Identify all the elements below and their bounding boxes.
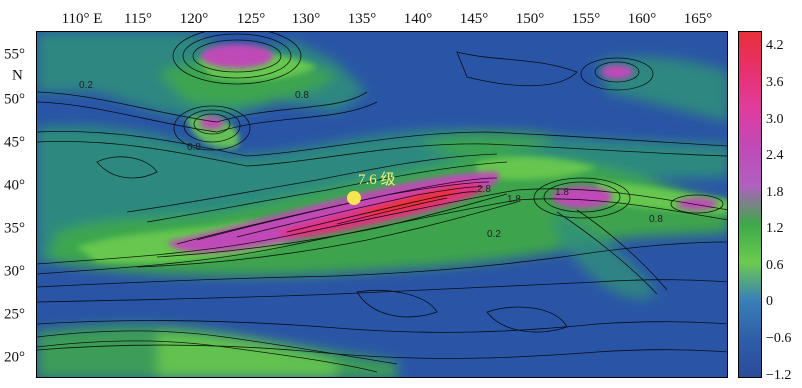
lon-label-115: 115° (124, 11, 152, 27)
contour-label: 1.8 (555, 187, 569, 198)
colorbar-tick-neg1.2: −1.2 (766, 368, 792, 383)
lat-label-50: 50° (4, 91, 25, 108)
lon-label-130: 130° (291, 11, 321, 27)
contour-map: 0.2 0.8 1.8 2.8 0.8 0.2 1.8 0.8 (36, 31, 728, 378)
lon-label-145: 145° (459, 11, 489, 27)
colorbar-gradient (739, 32, 761, 377)
lat-label-25: 25° (4, 306, 25, 323)
lat-label-45: 45° (4, 134, 25, 151)
contour-label: 0.2 (79, 80, 93, 91)
contour-value-labels: 0.2 0.8 1.8 2.8 0.8 0.2 1.8 0.8 (79, 80, 663, 240)
colorbar-tick-4.2: 4.2 (766, 38, 784, 53)
lon-label-120: 120° (179, 11, 209, 27)
contour-label: 2.8 (477, 184, 491, 195)
epicenter-label: 7.6 级 (358, 172, 396, 188)
contour-label: 1.8 (507, 194, 521, 205)
lat-label-35: 35° (4, 220, 25, 237)
contour-label: 0.2 (487, 229, 501, 240)
colorbar-tick-1.8: 1.8 (766, 185, 784, 200)
lon-label-110: 110° E (61, 11, 103, 27)
colorbar (738, 31, 762, 378)
colorbar-tick-3.0: 3.0 (766, 112, 784, 127)
contour-lines (37, 32, 727, 373)
lon-label-125: 125° (236, 11, 266, 27)
lat-label-30: 30° (4, 263, 25, 280)
lat-label-20: 20° (4, 349, 25, 366)
lon-label-155: 155° (571, 11, 601, 27)
lon-label-150: 150° (515, 11, 545, 27)
lat-label-55: 55° (4, 46, 25, 63)
colorbar-tick-3.6: 3.6 (766, 75, 784, 90)
lon-label-160: 160° (627, 11, 657, 27)
epicenter-marker (347, 191, 361, 205)
colorbar-tick-2.4: 2.4 (766, 148, 784, 163)
lon-label-140: 140° (403, 11, 433, 27)
lat-label-40: 40° (4, 177, 25, 194)
contour-label: 0.8 (187, 142, 201, 153)
contour-field: 0.2 0.8 1.8 2.8 0.8 0.2 1.8 0.8 (37, 32, 727, 377)
colorbar-tick-0: 0 (766, 294, 773, 309)
colorbar-tick-0.6: 0.6 (766, 258, 784, 273)
colorbar-tick-1.2: 1.2 (766, 221, 784, 236)
colorbar-tick-neg0.6: −0.6 (766, 331, 792, 346)
lon-label-135: 135° (347, 11, 377, 27)
lon-label-165: 165° (683, 11, 713, 27)
contour-label: 0.8 (649, 214, 663, 225)
lat-label-north: N (12, 67, 23, 84)
contour-label: 0.8 (295, 90, 309, 101)
